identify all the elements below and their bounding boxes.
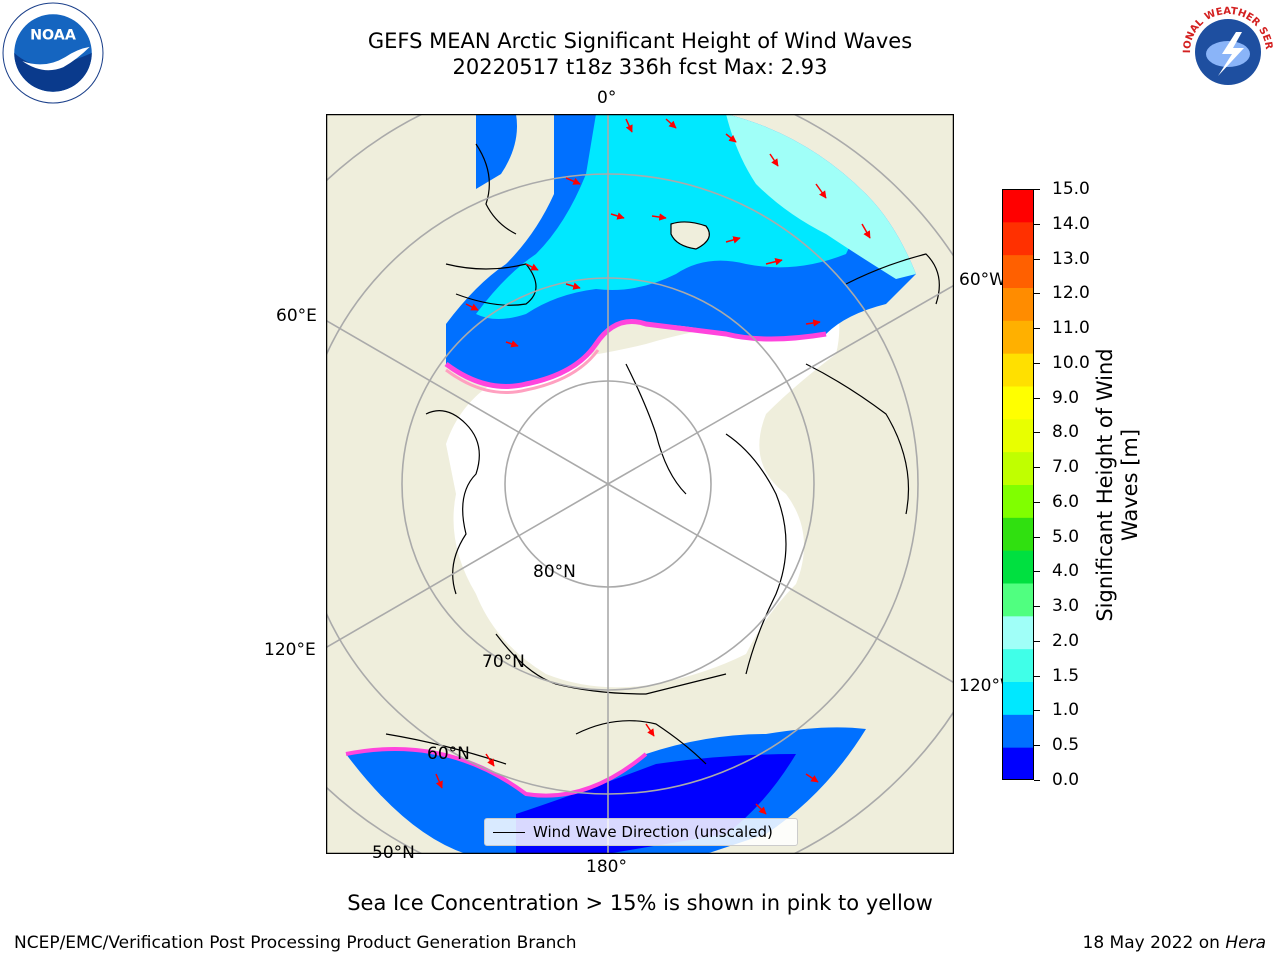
colorbar-band [1002, 320, 1034, 354]
colorbar-tick-mark [1034, 223, 1040, 225]
colorbar-tick-mark [1034, 293, 1040, 295]
colorbar-band [1002, 747, 1034, 780]
map-frame [326, 114, 954, 854]
labrador-strip [476, 114, 517, 189]
colorbar-band [1002, 221, 1034, 256]
colorbar-tick-label: 0.5 [1052, 735, 1080, 756]
parallel-label-60n: 60°N [427, 744, 470, 764]
colorbar-band [1002, 287, 1034, 321]
colorbar-tick-mark [1034, 397, 1040, 399]
colorbar-tick-label: 2.0 [1052, 630, 1080, 651]
colorbar-tick-label: 10.0 [1052, 352, 1090, 373]
colorbar-tick-label: 9.0 [1052, 387, 1080, 408]
colorbar-tick-label: 4.0 [1052, 561, 1080, 582]
meridian-label-180: 180° [586, 857, 627, 877]
colorbar-tick-mark [1034, 467, 1040, 469]
colorbar [1002, 189, 1034, 780]
colorbar-band [1002, 714, 1034, 748]
colorbar-tick-label: 6.0 [1052, 491, 1080, 512]
colorbar-tick-label: 1.0 [1052, 700, 1080, 721]
sea-ice-edge-atlantic [444, 319, 827, 389]
map-legend: Wind Wave Direction (unscaled) [484, 818, 798, 846]
chart-subtitle: 20220517 t18z 336h fcst Max: 2.93 [452, 55, 828, 79]
colorbar-tick-label: 11.0 [1052, 318, 1090, 339]
colorbar-band [1002, 615, 1034, 650]
parallel-label-70n: 70°N [482, 652, 525, 672]
footer-organization: NCEP/EMC/Verification Post Processing Pr… [14, 933, 577, 953]
coastlines [385, 143, 940, 765]
colorbar-tick-label: 15.0 [1052, 179, 1090, 199]
colorbar-band [1002, 648, 1034, 682]
colorbar-label: Significant Height of Wind Waves [m] [1093, 348, 1142, 622]
parallel-label-80n: 80°N [533, 562, 576, 582]
colorbar-tick-mark [1034, 606, 1040, 608]
colorbar-tick-label: 8.0 [1052, 422, 1080, 443]
colorbar-tick-label: 3.0 [1052, 596, 1080, 617]
meridian-label-0: 0° [597, 88, 617, 108]
sea-ice-note: Sea Ice Concentration > 15% is shown in … [347, 891, 933, 915]
colorbar-tick-label: 12.0 [1052, 283, 1090, 304]
colorbar-band [1002, 550, 1034, 584]
colorbar-tick-label: 14.0 [1052, 213, 1090, 234]
colorbar-tick-mark [1034, 710, 1040, 712]
colorbar-tick-mark [1034, 780, 1040, 781]
colorbar-tick-label: 1.5 [1052, 665, 1080, 686]
svg-text:NOAA: NOAA [30, 28, 76, 44]
colorbar-tick-mark [1034, 432, 1040, 434]
colorbar-band [1002, 386, 1034, 420]
colorbar-band [1002, 254, 1034, 288]
legend-line-sample [493, 832, 525, 833]
colorbar-tick-label: 13.0 [1052, 248, 1090, 269]
footer-date: 18 May 2022 on Hera [1083, 933, 1267, 953]
meridian-label-120e: 120°E [264, 640, 316, 660]
colorbar-band [1002, 484, 1034, 518]
colorbar-band [1002, 353, 1034, 387]
colorbar-band [1002, 189, 1034, 223]
colorbar-tick-mark [1034, 571, 1040, 573]
colorbar-tick-mark [1034, 189, 1040, 190]
colorbar-band [1002, 583, 1034, 617]
colorbar-tick-label: 5.0 [1052, 526, 1080, 547]
colorbar-band [1002, 517, 1034, 551]
colorbar-tick-mark [1034, 362, 1040, 364]
noaa-logo: NOAA [2, 2, 104, 104]
parallel-label-50n: 50°N [372, 843, 415, 863]
colorbar-band [1002, 418, 1034, 453]
meridian-label-60w: 60°W [959, 270, 1006, 290]
colorbar-tick-label: 0.0 [1052, 770, 1080, 790]
colorbar-tick-mark [1034, 501, 1040, 503]
footer-host: Hera [1225, 933, 1266, 953]
arctic-map [326, 114, 954, 854]
colorbar-tick-mark [1034, 675, 1040, 677]
national-weather-service-logo: NATIONAL WEATHER SERVICE [1178, 2, 1276, 100]
colorbar-tick-mark [1034, 640, 1040, 642]
meridian-label-60e: 60°E [276, 306, 317, 326]
colorbar-tick-mark [1034, 745, 1040, 747]
colorbar-tick-label: 7.0 [1052, 457, 1080, 478]
colorbar-tick-mark [1034, 328, 1040, 330]
pacific-ice-edge [345, 747, 648, 798]
colorbar-tick-mark [1034, 258, 1040, 260]
chart-title: GEFS MEAN Arctic Significant Height of W… [367, 29, 913, 53]
legend-label: Wind Wave Direction (unscaled) [533, 823, 773, 841]
colorbar-band [1002, 681, 1034, 715]
wave-direction-arrows [435, 118, 871, 815]
colorbar-band [1002, 451, 1034, 485]
colorbar-tick-mark [1034, 536, 1040, 538]
footer-date-text: 18 May 2022 on [1082, 933, 1226, 953]
